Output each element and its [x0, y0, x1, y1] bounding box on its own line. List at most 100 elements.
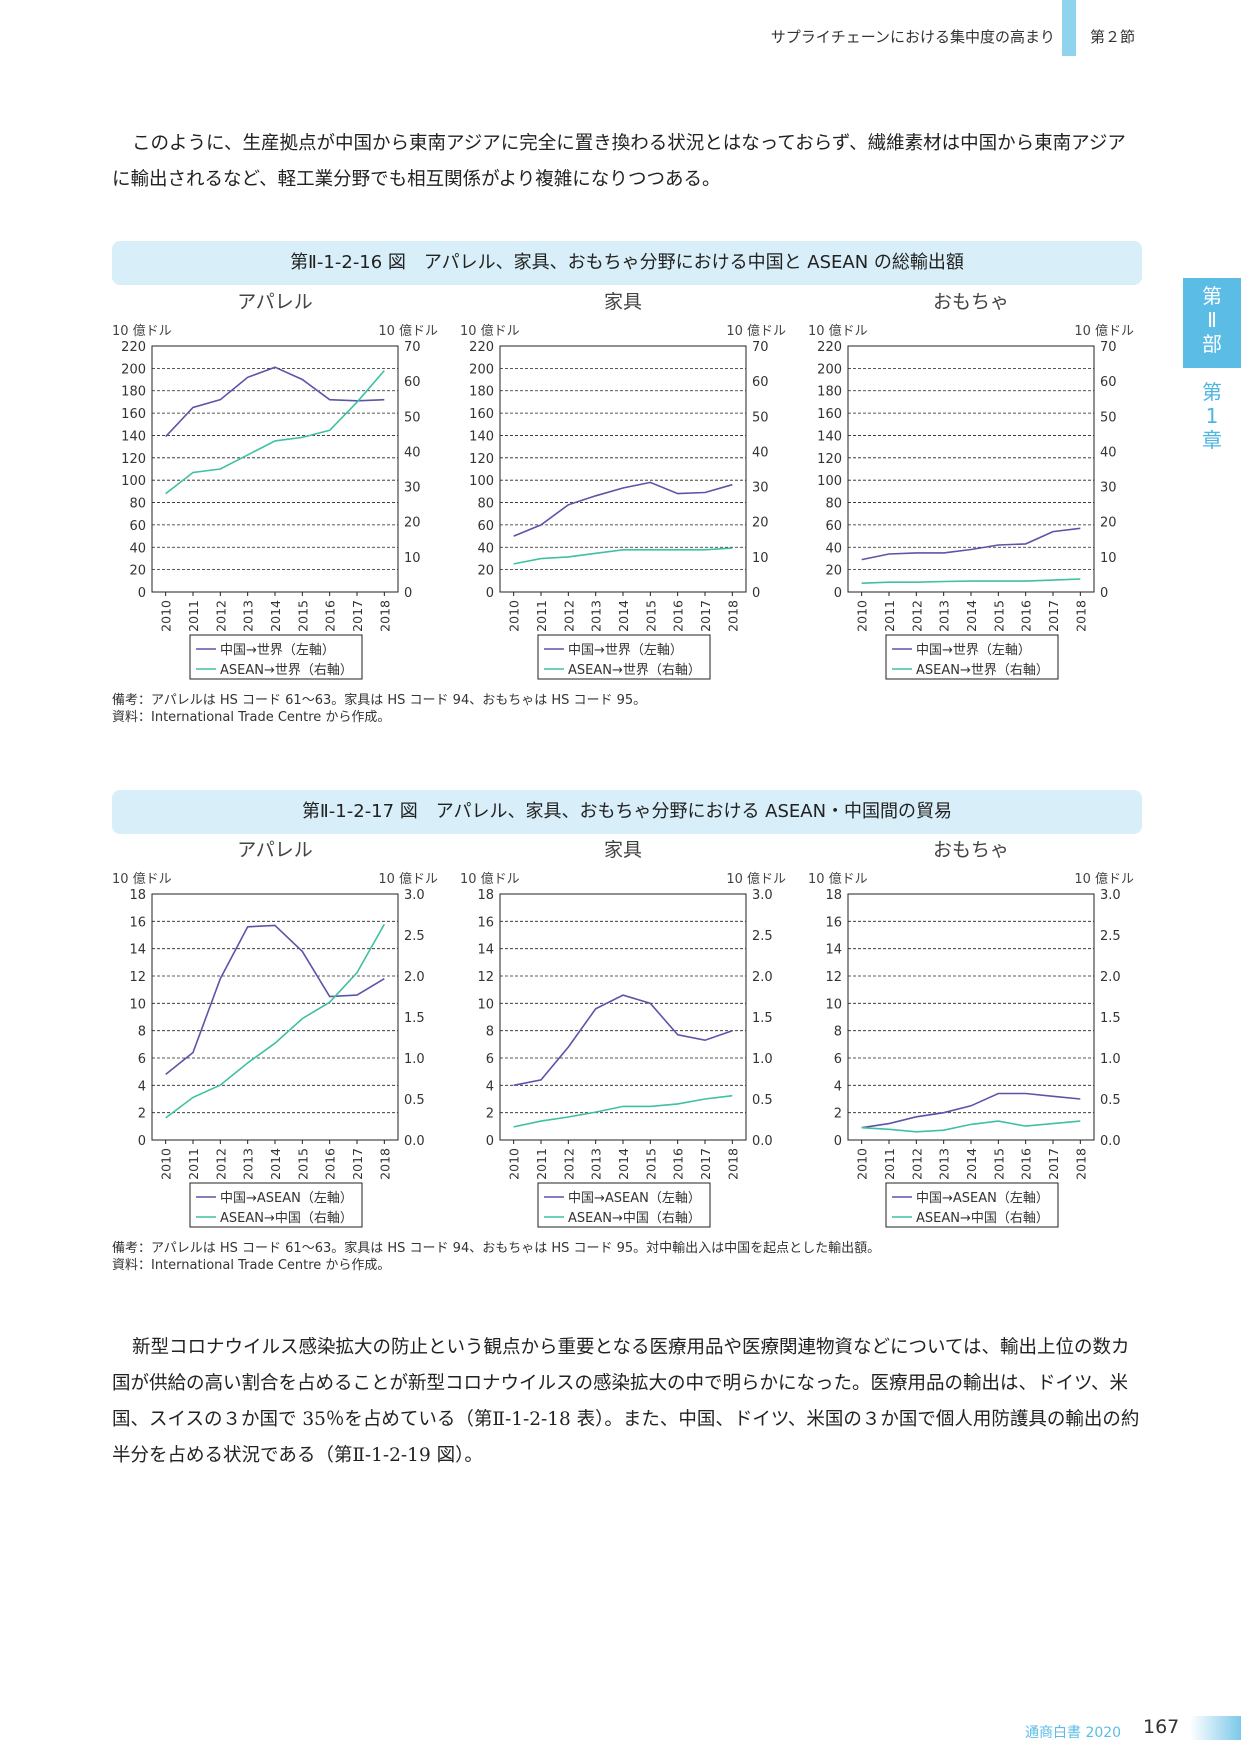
chapter-tab-char: 第 — [1202, 380, 1222, 404]
right-tick-label: 60 — [1100, 375, 1117, 390]
right-tick-label: 2.5 — [752, 929, 773, 944]
body-paragraph: 新型コロナウイルス感染拡大の防止という観点から重要となる医療用品や医療関連物資な… — [112, 1330, 1142, 1474]
x-tick-label: 2013 — [937, 1148, 952, 1180]
x-tick-label: 2010 — [855, 1148, 870, 1180]
right-tick-label: 0 — [1100, 586, 1108, 601]
left-tick-label: 14 — [129, 943, 146, 958]
series-line-asean — [165, 923, 385, 1119]
right-axis-unit: 10 億ドル — [726, 871, 786, 887]
running-header-section: 第２節 — [1090, 28, 1136, 46]
legend-box — [189, 634, 363, 680]
left-tick-label: 6 — [486, 1052, 494, 1067]
right-tick-label: 10 — [404, 551, 421, 566]
right-tick-label: 30 — [752, 481, 769, 496]
footer-publication: 通商白書 2020 — [1025, 1725, 1122, 1741]
x-tick-label: 2016 — [1019, 600, 1034, 632]
right-axis-unit: 10 億ドル — [378, 871, 438, 887]
chart-title: 家具 — [604, 839, 642, 861]
right-tick-label: 0.5 — [752, 1093, 773, 1108]
legend-label: ASEAN→世界（右軸） — [220, 663, 353, 678]
x-tick-label: 2016 — [671, 1148, 686, 1180]
x-tick-label: 2017 — [698, 600, 713, 632]
right-tick-label: 50 — [1100, 410, 1117, 425]
plot-frame — [847, 893, 1095, 1141]
x-tick-label: 2013 — [589, 600, 604, 632]
page-number: 167 — [1143, 1716, 1180, 1738]
right-axis-unit: 10 億ドル — [726, 323, 786, 339]
left-tick-label: 40 — [129, 541, 146, 556]
x-tick-label: 2010 — [159, 600, 174, 632]
header-accent-bar — [1062, 0, 1076, 56]
right-tick-label: 20 — [752, 516, 769, 531]
left-tick-label: 100 — [121, 474, 146, 489]
chapter-tab: 第 1 章 — [1183, 380, 1241, 452]
footer-accent-bar — [1190, 1716, 1241, 1740]
left-tick-label: 220 — [817, 340, 842, 355]
legend-label: ASEAN→中国（右軸） — [916, 1211, 1049, 1226]
left-tick-label: 40 — [825, 541, 842, 556]
series-line-china — [861, 527, 1081, 561]
chapter-tab-char: 章 — [1202, 428, 1222, 452]
left-tick-label: 16 — [825, 915, 842, 930]
series-line-china — [513, 994, 733, 1087]
left-tick-label: 60 — [825, 519, 842, 534]
left-tick-label: 40 — [477, 541, 494, 556]
chart-title: アパレル — [237, 291, 313, 313]
left-tick-label: 4 — [486, 1079, 494, 1094]
legend-label: ASEAN→中国（右軸） — [568, 1211, 701, 1226]
x-tick-label: 2014 — [964, 600, 979, 632]
right-tick-label: 3.0 — [1100, 888, 1121, 903]
left-tick-label: 16 — [129, 915, 146, 930]
chart-title: おもちゃ — [933, 291, 1009, 313]
x-tick-label: 2018 — [377, 1148, 392, 1180]
x-tick-label: 2017 — [1046, 600, 1061, 632]
x-tick-label: 2017 — [350, 600, 365, 632]
figure16-notes: 備考：アパレルは HS コード 61〜63。家具は HS コード 94、おもちゃ… — [112, 692, 646, 726]
x-tick-label: 2010 — [507, 600, 522, 632]
right-tick-label: 0.0 — [404, 1134, 425, 1149]
chart-title: アパレル — [237, 839, 313, 861]
legend-label: 中国→世界（左軸） — [220, 643, 335, 658]
intro-text: このように、生産拠点が中国から東南アジアに完全に置き換わる状況とはなっておらず、… — [112, 133, 1126, 190]
left-tick-label: 120 — [817, 452, 842, 467]
left-tick-label: 0 — [138, 586, 146, 601]
left-tick-label: 10 — [129, 997, 146, 1012]
left-tick-label: 6 — [138, 1052, 146, 1067]
series-line-asean — [513, 1094, 733, 1128]
left-tick-label: 80 — [477, 497, 494, 512]
left-tick-label: 0 — [486, 586, 494, 601]
legend-label: ASEAN→世界（右軸） — [568, 663, 701, 678]
right-tick-label: 0 — [752, 586, 760, 601]
right-tick-label: 60 — [752, 375, 769, 390]
left-tick-label: 0 — [834, 1134, 842, 1149]
right-tick-label: 20 — [1100, 516, 1117, 531]
chapter-tab-char: 1 — [1205, 404, 1219, 428]
right-tick-label: 1.0 — [752, 1052, 773, 1067]
legend-box — [537, 634, 711, 680]
figure16-title: 第Ⅱ-1-2-16 図 アパレル、家具、おもちゃ分野における中国と ASEAN … — [112, 241, 1142, 285]
legend-label: 中国→ASEAN（左軸） — [916, 1191, 1049, 1206]
x-tick-label: 2018 — [725, 600, 740, 632]
x-tick-label: 2018 — [1073, 1148, 1088, 1180]
chart-furniture-bilateral: 家具 10 億ドル 10 億ドル 0 2 4 6 8 10 12 14 16 18 0.0 0.5 1.0 1.… — [460, 839, 786, 1228]
x-tick-label: 2016 — [1019, 1148, 1034, 1180]
x-tick-label: 2011 — [186, 1148, 201, 1180]
right-tick-label: 1.5 — [1100, 1011, 1121, 1026]
right-axis-unit: 10 億ドル — [1074, 323, 1134, 339]
left-tick-label: 12 — [477, 970, 494, 985]
right-tick-label: 30 — [1100, 481, 1117, 496]
x-tick-label: 2012 — [561, 1148, 576, 1180]
left-tick-label: 220 — [469, 340, 494, 355]
x-tick-label: 2016 — [323, 600, 338, 632]
x-tick-label: 2010 — [855, 600, 870, 632]
left-tick-label: 200 — [817, 362, 842, 377]
right-tick-label: 2.0 — [752, 970, 773, 985]
x-tick-label: 2010 — [159, 1148, 174, 1180]
left-axis-unit: 10 億ドル — [112, 323, 172, 339]
right-tick-label: 50 — [404, 410, 421, 425]
right-tick-label: 1.5 — [752, 1011, 773, 1026]
left-tick-label: 120 — [121, 452, 146, 467]
right-tick-label: 40 — [404, 445, 421, 460]
